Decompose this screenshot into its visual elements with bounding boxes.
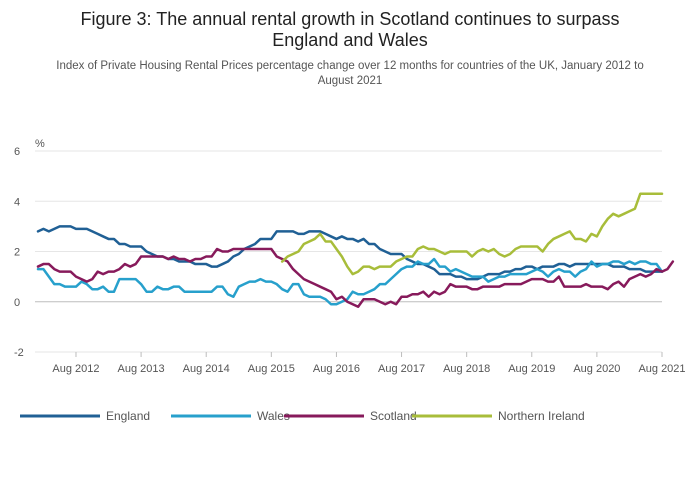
legend: England Wales Scotland Northern Ireland [20,409,585,423]
y-axis-unit-label: % [35,138,45,150]
x-tick-label: Aug 2015 [248,363,295,375]
y-tick-label: 4 [14,196,20,208]
chart-title-line-2: England and Wales [272,30,427,50]
series-line-wales [36,257,664,306]
x-tick-label: Aug 2016 [313,363,360,375]
y-axis-tick-labels: -2 0 2 4 6 [14,146,24,359]
series-line-northern-ireland [280,192,664,276]
x-tick-label: Aug 2021 [638,363,685,375]
x-axis: Aug 2012 Aug 2013 Aug 2014 Aug 2015 Aug 2016… [52,352,686,375]
chart-title-line-1: Figure 3: The annual rental growth in Sc… [81,9,620,29]
legend-label-wales: Wales [257,409,290,423]
legend-label-northern-ireland: Northern Ireland [498,409,585,423]
data-series [36,192,675,309]
y-tick-label: -2 [14,347,24,359]
series-line-scotland [36,247,675,309]
x-tick-label: Aug 2020 [573,363,620,375]
x-tick-label: Aug 2018 [443,363,490,375]
y-tick-label: 2 [14,247,20,259]
chart-subtitle-line-1: Index of Private Housing Rental Prices p… [56,60,643,72]
y-tick-label: 0 [14,297,20,309]
chart-title: Figure 3: The annual rental growth in Sc… [81,9,620,50]
x-tick-label: Aug 2019 [508,363,555,375]
chart-subtitle-line-2: August 2021 [318,75,383,87]
x-tick-label: Aug 2014 [183,363,230,375]
x-tick-label: Aug 2017 [378,363,425,375]
series-line-england [36,225,664,281]
y-tick-label: 6 [14,146,20,158]
legend-label-scotland: Scotland [370,409,417,423]
legend-label-england: England [106,409,150,423]
x-tick-label: Aug 2012 [52,363,99,375]
y-gridlines [35,150,662,353]
chart-subtitle: Index of Private Housing Rental Prices p… [56,60,643,87]
x-tick-label: Aug 2013 [118,363,165,375]
